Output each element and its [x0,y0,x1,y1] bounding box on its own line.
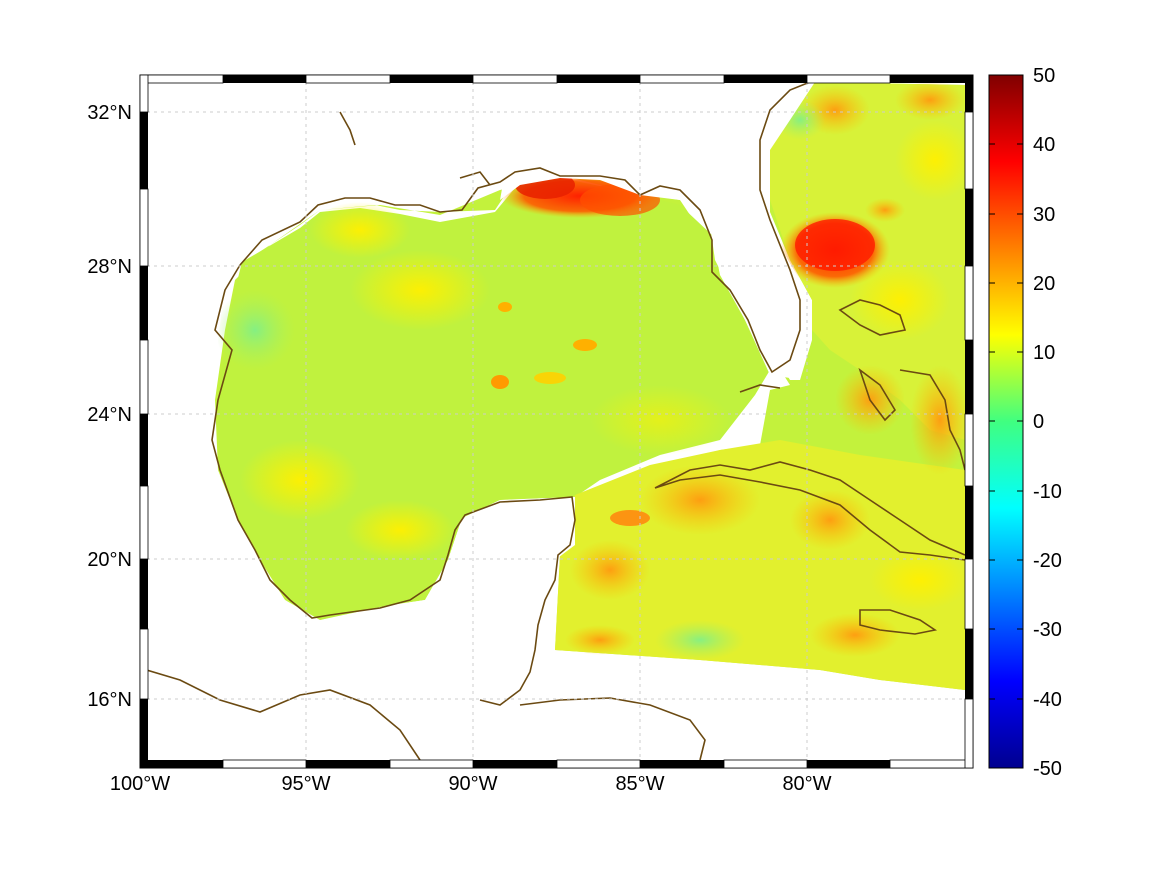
longitude-labels: 100°W 95°W 90°W 85°W 80°W [110,773,832,795]
map-frame [139,74,974,769]
sst-field [140,75,973,768]
lon-label-100w: 100°W [110,773,170,795]
coastline [140,79,966,761]
lon-label-80w: 80°W [782,773,831,795]
lat-label-32n: 32°N [87,102,132,124]
colorbar-label-neg30: -30 [1033,619,1062,641]
colorbar-label-neg50: -50 [1033,758,1062,780]
colorbar-label-0: 0 [1033,411,1044,433]
lat-label-20n: 20°N [87,549,132,571]
lat-label-16n: 16°N [87,689,132,711]
colorbar-label-neg10: -10 [1033,481,1062,503]
lon-label-95w: 95°W [281,773,330,795]
lon-label-85w: 85°W [615,773,664,795]
lat-label-28n: 28°N [87,256,132,278]
latitude-labels: 32°N 28°N 24°N 20°N 16°N [87,102,132,711]
colorbar-label-neg40: -40 [1033,689,1062,711]
lat-label-24n: 24°N [87,404,132,426]
colorbar-label-20: 20 [1033,273,1055,295]
lon-label-90w: 90°W [448,773,497,795]
colorbar-label-10: 10 [1033,342,1055,364]
colorbar-label-neg20: -20 [1033,550,1062,572]
graticule [140,75,973,768]
colorbar: 50 40 30 20 10 0 -10 -20 -30 -40 -50 [988,65,1062,780]
colorbar-label-30: 30 [1033,204,1055,226]
colorbar-ticks [989,143,1023,700]
colorbar-label-50: 50 [1033,65,1055,87]
colorbar-label-40: 40 [1033,134,1055,156]
